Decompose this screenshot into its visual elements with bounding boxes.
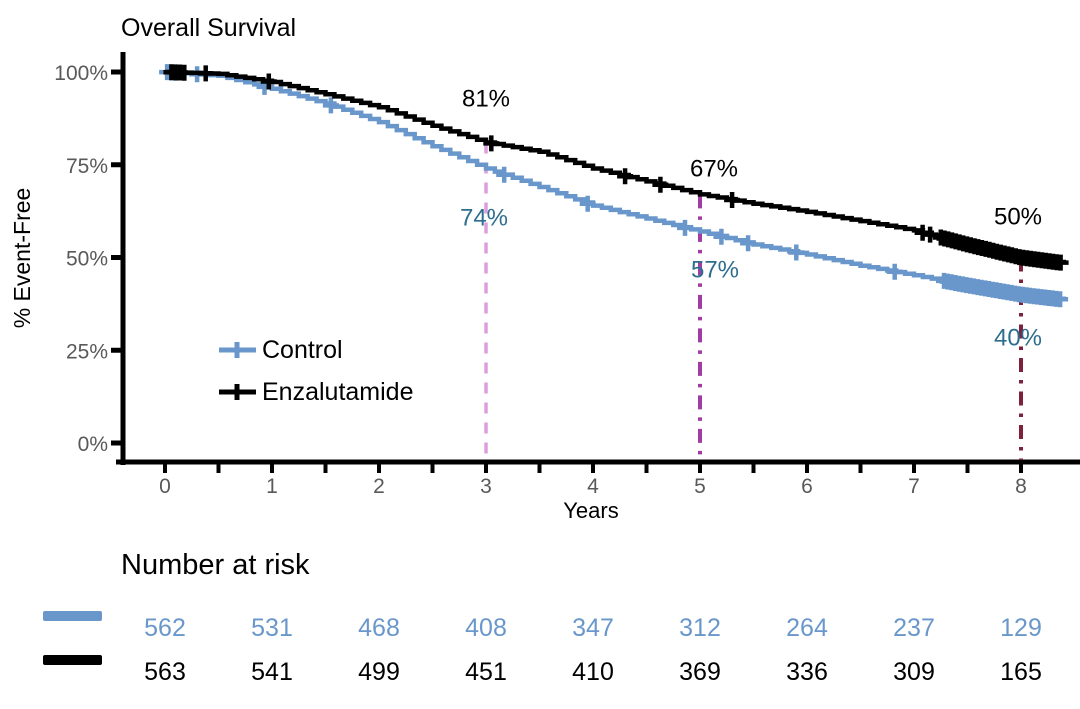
censor-mark-control bbox=[740, 235, 757, 252]
censor-mark-enzalutamide bbox=[1052, 254, 1069, 271]
risk-value-enzalutamide-year3: 451 bbox=[465, 658, 507, 686]
risk-value-control-year3: 408 bbox=[465, 614, 507, 642]
survival-chart: Overall Survival % Event-Free 0%25%50%75… bbox=[9, 14, 1080, 523]
censor-mark-control bbox=[713, 228, 730, 245]
chart-title: Overall Survival bbox=[121, 14, 296, 42]
x-tick-label: 0 bbox=[159, 475, 171, 498]
risk-value-enzalutamide-year4: 410 bbox=[572, 658, 614, 686]
x-tick-label: 5 bbox=[694, 475, 706, 498]
risk-value-enzalutamide-year7: 309 bbox=[893, 658, 935, 686]
x-tick-label: 3 bbox=[480, 475, 492, 498]
censor-mark-enzalutamide bbox=[176, 64, 193, 81]
x-tick-label: 1 bbox=[266, 475, 278, 498]
curve-control bbox=[165, 69, 1067, 302]
annotation-control-year5: 57% bbox=[691, 257, 739, 284]
y-tick-label: 50% bbox=[66, 248, 108, 271]
percent-annotations: 81% 74% 67% 57% 50% 40% bbox=[460, 85, 1042, 351]
censor-mark-enzalutamide bbox=[260, 73, 277, 90]
risk-value-control-year0: 562 bbox=[144, 614, 186, 642]
x-tick-label: 7 bbox=[908, 475, 920, 498]
control-swatch bbox=[43, 611, 102, 621]
censor-mark-enzalutamide bbox=[922, 226, 939, 243]
y-tick-label: 75% bbox=[66, 155, 108, 178]
censor-mark-control bbox=[322, 97, 339, 114]
risk-value-enzalutamide-year0: 563 bbox=[144, 658, 186, 686]
y-tick-label: 100% bbox=[54, 62, 108, 85]
annotation-enzalutamide-year5: 67% bbox=[690, 155, 738, 182]
risk-value-enzalutamide-year6: 336 bbox=[786, 658, 828, 686]
risk-value-control-year1: 531 bbox=[251, 614, 293, 642]
x-tick-label: 8 bbox=[1015, 475, 1027, 498]
risk-value-enzalutamide-year8: 165 bbox=[1000, 658, 1042, 686]
censor-mark-enzalutamide bbox=[652, 176, 669, 193]
legend-label-control: Control bbox=[262, 336, 343, 364]
risk-value-enzalutamide-year2: 499 bbox=[358, 658, 400, 686]
enzalutamide-swatch bbox=[43, 655, 102, 665]
risk-value-control-year4: 347 bbox=[572, 614, 614, 642]
legend-label-enzalutamide: Enzalutamide bbox=[262, 378, 413, 406]
annotation-control-year3: 74% bbox=[460, 204, 508, 231]
curve-enzalutamide bbox=[165, 69, 1067, 265]
censor-mark-control bbox=[886, 263, 903, 280]
censor-mark-enzalutamide bbox=[724, 192, 741, 208]
y-tick-label: 25% bbox=[66, 340, 108, 363]
annotation-vlines bbox=[484, 142, 1023, 460]
survival-curves bbox=[159, 64, 1069, 308]
risk-value-control-year2: 468 bbox=[358, 614, 400, 642]
legend: Control Enzalutamide bbox=[219, 336, 413, 406]
x-axis-label: Years bbox=[563, 498, 618, 523]
censor-mark-enzalutamide bbox=[617, 168, 634, 185]
risk-value-control-year5: 312 bbox=[679, 614, 721, 642]
axes: 0% 25% 50% 75% 100% 0 1 2 3 4 5 6 7 8 bbox=[54, 52, 1080, 498]
x-tick-label: 2 bbox=[373, 475, 385, 498]
risk-value-enzalutamide-year5: 369 bbox=[679, 658, 721, 686]
risk-table-heading: Number at risk bbox=[121, 549, 310, 581]
risk-value-enzalutamide-year1: 541 bbox=[251, 658, 293, 686]
censor-mark-control bbox=[1052, 291, 1069, 308]
censor-mark-control bbox=[579, 195, 596, 212]
y-axis-label: % Event-Free bbox=[9, 188, 35, 329]
censor-mark-enzalutamide bbox=[483, 135, 500, 152]
risk-value-control-year7: 237 bbox=[893, 614, 935, 642]
censor-mark-control bbox=[788, 244, 805, 261]
risk-value-control-year8: 129 bbox=[1000, 614, 1042, 642]
censor-mark-enzalutamide bbox=[197, 65, 214, 82]
x-tick-label: 6 bbox=[801, 475, 813, 498]
annotation-enzalutamide-year3: 81% bbox=[462, 85, 510, 112]
annotation-control-year8: 40% bbox=[994, 325, 1042, 352]
risk-value-control-year6: 264 bbox=[786, 614, 828, 642]
censor-mark-control bbox=[496, 166, 513, 183]
y-tick-label: 0% bbox=[78, 433, 108, 456]
censor-mark-control bbox=[677, 219, 693, 236]
x-tick-label: 4 bbox=[587, 475, 599, 498]
annotation-enzalutamide-year8: 50% bbox=[994, 204, 1042, 231]
